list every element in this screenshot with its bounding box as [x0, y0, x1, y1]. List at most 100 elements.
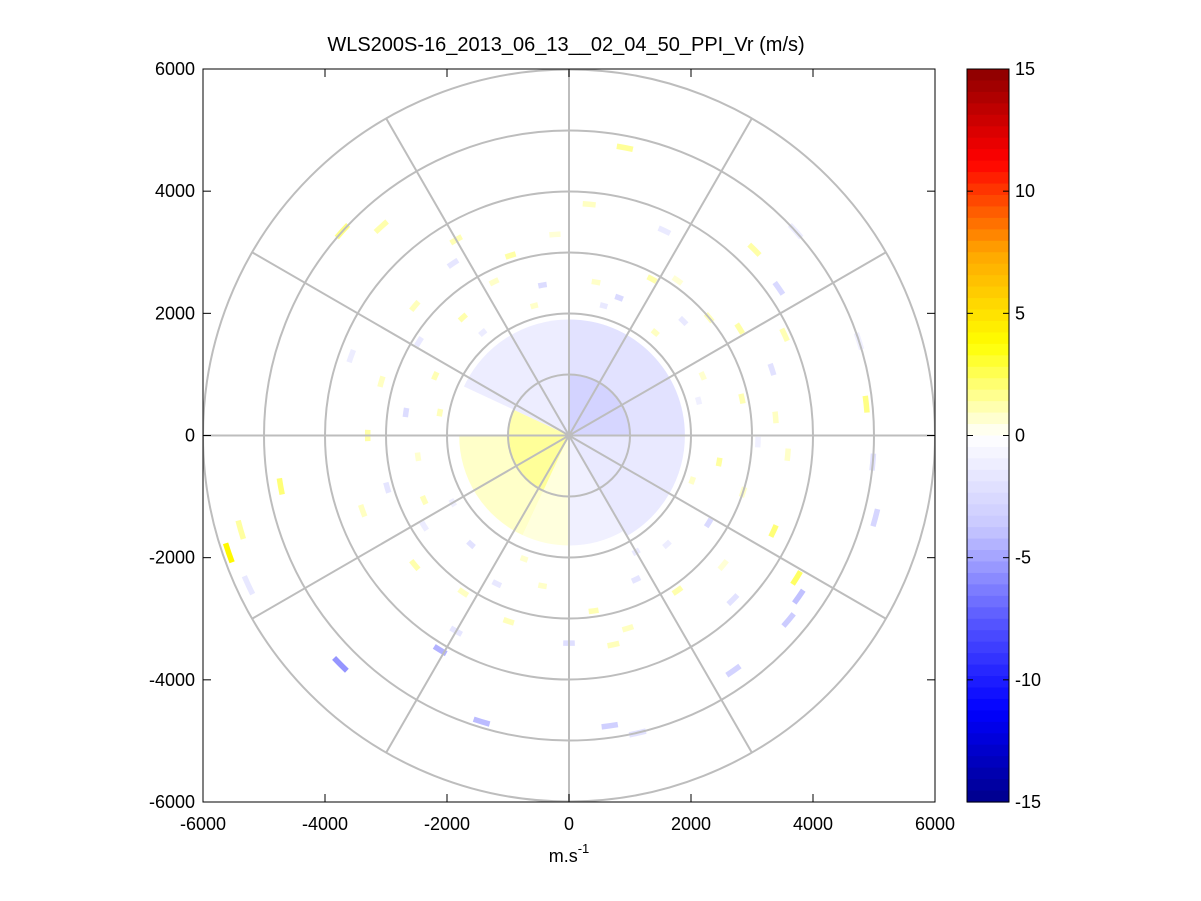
velocity-cell-47	[694, 396, 703, 405]
velocity-cell-50	[519, 555, 529, 563]
colorbar-strip	[967, 481, 1009, 494]
colorbar-strip	[967, 69, 1009, 82]
colorbar-strip	[967, 240, 1009, 253]
velocity-cell-73	[790, 570, 803, 586]
colorbar-strips	[967, 69, 1009, 803]
velocity-cell-83	[235, 519, 247, 540]
velocity-cell-57	[779, 327, 790, 342]
velocity-cell-68	[772, 280, 786, 296]
x-axis: -6000 -4000 -2000 0 2000 4000 6000	[180, 69, 955, 834]
colorbar-strip	[967, 504, 1009, 517]
colorbar-strip	[967, 206, 1009, 219]
colorbar-strip	[967, 756, 1009, 769]
colorbar-strip	[967, 676, 1009, 689]
colorbar-strip	[967, 172, 1009, 185]
velocity-cell-40	[446, 257, 460, 269]
colorbar-strip	[967, 378, 1009, 391]
x-axis-label-exponent: -1	[578, 841, 590, 856]
velocity-cell-43	[537, 281, 548, 289]
velocity-region-7	[459, 435, 544, 536]
velocity-cell-60	[607, 640, 620, 649]
velocity-cell-46	[650, 328, 660, 338]
velocity-cell-17	[662, 539, 672, 550]
x-tick-label: -2000	[424, 814, 470, 834]
colorbar-strip	[967, 458, 1009, 471]
colorbar-strip	[967, 424, 1009, 437]
velocity-cell-32	[414, 452, 422, 462]
velocity-cell-18	[671, 585, 684, 596]
colorbar-strip	[967, 550, 1009, 563]
velocity-cell-26	[457, 587, 470, 598]
colorbar-strip	[967, 286, 1009, 299]
velocity-cell-6	[734, 322, 745, 335]
colorbar-strip	[967, 80, 1009, 93]
x-tick-label: 2000	[671, 814, 711, 834]
velocity-cell-27	[466, 539, 476, 550]
velocity-cell-38	[409, 299, 421, 312]
colorbar-strip	[967, 469, 1009, 482]
colorbar-strip	[967, 114, 1009, 127]
velocity-cell-76	[725, 663, 742, 678]
colorbar-strip	[967, 687, 1009, 700]
colorbar-strip	[967, 527, 1009, 540]
velocity-cell-37	[414, 335, 424, 348]
azimuth-spoke-8	[251, 434, 570, 620]
colorbar-strip	[967, 103, 1009, 116]
colorbar-strip	[967, 263, 1009, 276]
colorbar-strip	[967, 733, 1009, 746]
velocity-cell-8	[767, 362, 777, 376]
colorbar-strip	[967, 298, 1009, 311]
azimuth-spoke-7	[385, 435, 570, 754]
velocity-cell-16	[717, 559, 729, 572]
data-layer	[203, 69, 935, 802]
azimuth-spoke-2	[568, 251, 887, 437]
azimuth-spoke-11	[385, 117, 570, 436]
colorbar-strip	[967, 492, 1009, 505]
velocity-cell-78	[601, 721, 619, 730]
velocity-cell-87	[373, 219, 389, 235]
colorbar: 15 10 5 0 -5 -10 -15	[966, 59, 1041, 812]
x-tick-label: -6000	[180, 814, 226, 834]
colorbar-tick-label: 0	[1015, 426, 1025, 446]
velocity-cell-58	[784, 448, 791, 462]
velocity-region-5	[522, 435, 569, 546]
velocity-region-1	[569, 404, 630, 436]
velocity-cell-2	[646, 274, 658, 284]
colorbar-strip	[967, 137, 1009, 150]
velocity-cell-44	[549, 231, 561, 238]
velocity-cell-28	[409, 559, 421, 572]
x-tick-label: 4000	[793, 814, 833, 834]
velocity-cell-85	[241, 575, 256, 596]
colorbar-strip	[967, 149, 1009, 162]
velocity-cell-41	[488, 277, 500, 287]
velocity-cell-30	[419, 494, 429, 506]
colorbar-strip	[967, 561, 1009, 574]
colorbar-strip	[967, 252, 1009, 265]
colorbar-strip	[967, 389, 1009, 402]
colorbar-strip	[967, 343, 1009, 356]
colorbar-tick-label: 15	[1015, 59, 1035, 79]
y-tick-label: -4000	[149, 670, 195, 690]
velocity-cell-75	[781, 612, 796, 628]
colorbar-strip	[967, 584, 1009, 597]
colorbar-strip	[967, 641, 1009, 654]
azimuth-spoke-1	[568, 117, 753, 436]
velocity-cell-10	[772, 411, 779, 424]
colorbar-strip	[967, 126, 1009, 139]
velocity-cell-24	[502, 617, 515, 626]
colorbar-strip	[967, 710, 1009, 723]
colorbar-tick-label: 10	[1015, 181, 1035, 201]
velocity-cell-36	[431, 370, 440, 381]
velocity-cell-59	[726, 593, 740, 607]
colorbar-strip	[967, 194, 1009, 208]
colorbar-strip	[967, 401, 1009, 414]
velocity-region-3	[569, 435, 685, 537]
velocity-cell-62	[358, 504, 368, 518]
colorbar-ticks: 15 10 5 0 -5 -10 -15	[967, 59, 1041, 812]
x-axis-label-base: m.s	[549, 846, 578, 866]
azimuth-spoke-4	[568, 434, 887, 620]
velocity-cell-84	[276, 477, 285, 496]
colorbar-strip	[967, 183, 1009, 196]
velocity-cell-63	[346, 349, 357, 364]
